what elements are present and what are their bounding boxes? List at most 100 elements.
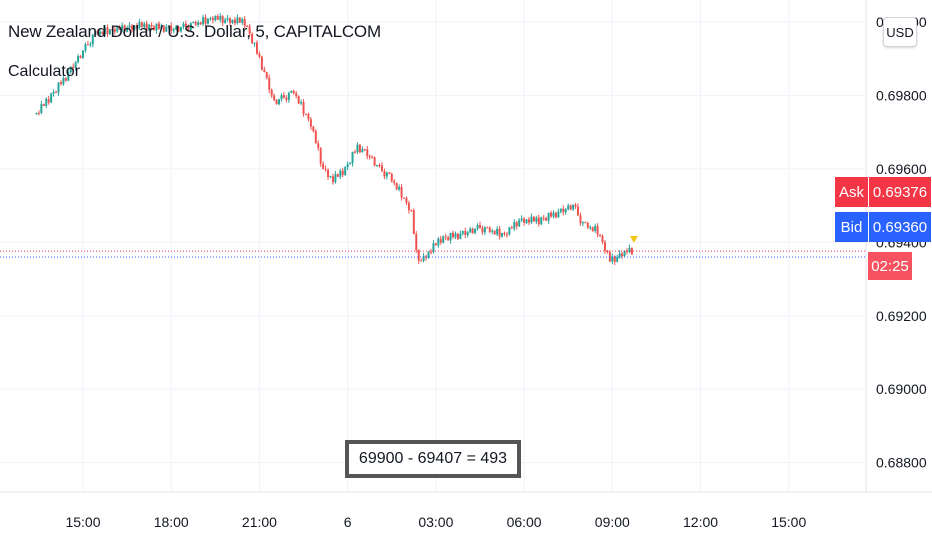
candle-body (221, 16, 224, 24)
candle-body (618, 253, 621, 258)
candle-body (601, 235, 604, 243)
candle-body (564, 209, 567, 213)
candle-body (94, 30, 97, 35)
candle-body (339, 170, 342, 177)
time-tick-label: 03:00 (418, 514, 453, 530)
candle-body (493, 230, 496, 235)
candle-body (91, 34, 94, 45)
candle-body (491, 230, 494, 232)
candle-body (45, 98, 48, 106)
candle-body (400, 186, 403, 198)
candle-body (275, 100, 278, 105)
indicator-title[interactable]: Calculator (8, 63, 81, 80)
price-tick-label: 0.69000 (876, 381, 927, 397)
candle-body (199, 22, 202, 25)
candle-body (131, 25, 134, 30)
candle-body (106, 27, 109, 35)
candle-body (503, 232, 506, 235)
candle-body (520, 218, 523, 221)
candle-body (591, 227, 594, 232)
ask-price-tag[interactable]: Ask 0.69376 (835, 177, 931, 207)
candle-body (280, 95, 283, 100)
candle-body (432, 243, 435, 252)
candle-body (586, 222, 589, 228)
ask-label: Ask (835, 177, 869, 207)
candle-body (483, 227, 486, 233)
candle-body (505, 234, 508, 236)
candle-body (577, 206, 580, 216)
candle-body (613, 256, 616, 262)
candle-body (192, 22, 195, 24)
candle-body (532, 216, 535, 222)
candle-body (525, 219, 528, 223)
candle-body (630, 247, 633, 255)
candle-body (459, 233, 462, 239)
candle-body (145, 23, 148, 31)
candle-body (157, 23, 160, 29)
bar-countdown: 02:25 (868, 252, 912, 280)
candle-body (363, 149, 366, 151)
time-tick-label: 06:00 (507, 514, 542, 530)
candle-body (135, 25, 138, 29)
candle-body (47, 98, 50, 103)
candle-body (329, 176, 332, 178)
candle-body (407, 202, 410, 211)
candle-body (385, 172, 388, 177)
candle-body (581, 222, 584, 224)
candle-body (376, 165, 379, 167)
candle-body (596, 226, 599, 235)
candle-body (224, 19, 227, 24)
candle-body (255, 42, 258, 54)
candle-body (307, 114, 310, 120)
candle-body (182, 23, 185, 28)
ask-value: 0.69376 (869, 177, 931, 207)
candle-body (390, 174, 393, 182)
candle-body (216, 15, 219, 20)
candle-body (314, 131, 317, 144)
candle-body (429, 251, 432, 253)
time-tick-label: 09:00 (595, 514, 630, 530)
candle-body (478, 225, 481, 229)
candle-body (96, 30, 99, 34)
candle-body (471, 228, 474, 234)
candle-body (461, 230, 464, 234)
candle-body (231, 19, 234, 23)
candle-body (501, 232, 504, 237)
candle-body (486, 227, 489, 229)
candle-body (466, 232, 469, 235)
candle-body (380, 165, 383, 172)
candle-body (74, 62, 77, 68)
candle-body (35, 112, 38, 114)
candle-body (378, 165, 381, 167)
candle-body (268, 77, 271, 90)
candle-body (187, 26, 190, 30)
candle-body (395, 183, 398, 190)
candle-body (233, 19, 236, 24)
candle-body (611, 256, 614, 262)
candle-body (273, 95, 276, 101)
candle-body (515, 222, 518, 227)
candle-body (542, 217, 545, 219)
candle-body (530, 216, 533, 223)
signal-marker-icon (629, 236, 638, 243)
candle-body (371, 157, 374, 159)
symbol-title[interactable]: New Zealand Dollar / U.S. Dollar, 5, CAP… (8, 22, 381, 41)
candle-body (111, 29, 114, 31)
candle-body (123, 25, 126, 32)
candle-body (331, 176, 334, 183)
candle-body (138, 22, 141, 29)
candle-body (334, 174, 337, 183)
candle-body (368, 155, 371, 158)
price-tick-label: 0.69600 (876, 161, 927, 177)
candle-body (545, 218, 548, 221)
bid-price-tag[interactable]: Bid 0.69360 (835, 212, 931, 242)
candle-body (278, 99, 281, 105)
time-tick-label: 15:00 (65, 514, 100, 530)
currency-button[interactable]: USD (883, 17, 917, 47)
candle-body (99, 31, 102, 34)
candle-body (72, 66, 75, 68)
candle-body (599, 234, 602, 236)
candle-body (62, 77, 65, 85)
candle-body (180, 27, 183, 32)
